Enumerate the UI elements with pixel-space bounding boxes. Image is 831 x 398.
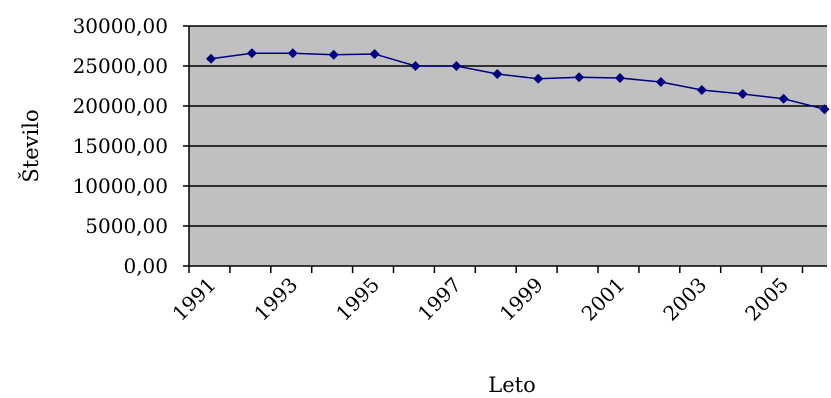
y-tick-label: 15000,00	[73, 134, 168, 158]
data-point	[737, 89, 748, 99]
grid-lines	[189, 25, 827, 227]
data-point	[655, 77, 666, 87]
data-point	[533, 73, 544, 84]
data-point	[369, 49, 380, 59]
data-point	[819, 104, 830, 115]
x-tick-label: 1997	[413, 273, 466, 326]
x-tick-label: 1991	[168, 273, 221, 326]
data-point	[328, 49, 339, 60]
x-tick-label: 1999	[495, 273, 548, 326]
data-point	[287, 48, 298, 59]
y-tick-label: 10000,00	[73, 174, 168, 198]
data-point	[206, 53, 216, 64]
x-axis-ticks: 1991 1993 1995 1997 1999 2001 2003 2005	[168, 266, 804, 326]
data-point	[574, 72, 585, 83]
y-tick-label: 0,00	[123, 254, 168, 278]
y-tick-label: 20000,00	[73, 94, 168, 118]
data-point	[246, 48, 257, 59]
x-tick-label: 2001	[577, 273, 630, 326]
data-point	[492, 69, 503, 79]
y-axis-title: Število	[18, 109, 43, 182]
data-point	[696, 85, 707, 95]
data-point	[615, 73, 625, 83]
y-axis-ticks: 0,00 5000,00 10000,00 15000,00 20000,00 25000…	[73, 14, 189, 278]
data-point	[778, 93, 789, 104]
series-line	[210, 52, 825, 110]
y-tick-label: 5000,00	[85, 214, 168, 238]
y-tick-label: 25000,00	[73, 54, 168, 78]
series-group	[206, 48, 830, 115]
x-tick-label: 2003	[658, 273, 711, 326]
x-tick-label: 2005	[740, 273, 793, 326]
data-point	[410, 61, 421, 71]
data-point	[451, 61, 462, 71]
y-tick-label: 30000,00	[73, 14, 168, 38]
x-tick-label: 1995	[331, 273, 384, 326]
x-tick-label: 1993	[249, 273, 302, 326]
x-axis-title: Leto	[488, 373, 535, 397]
